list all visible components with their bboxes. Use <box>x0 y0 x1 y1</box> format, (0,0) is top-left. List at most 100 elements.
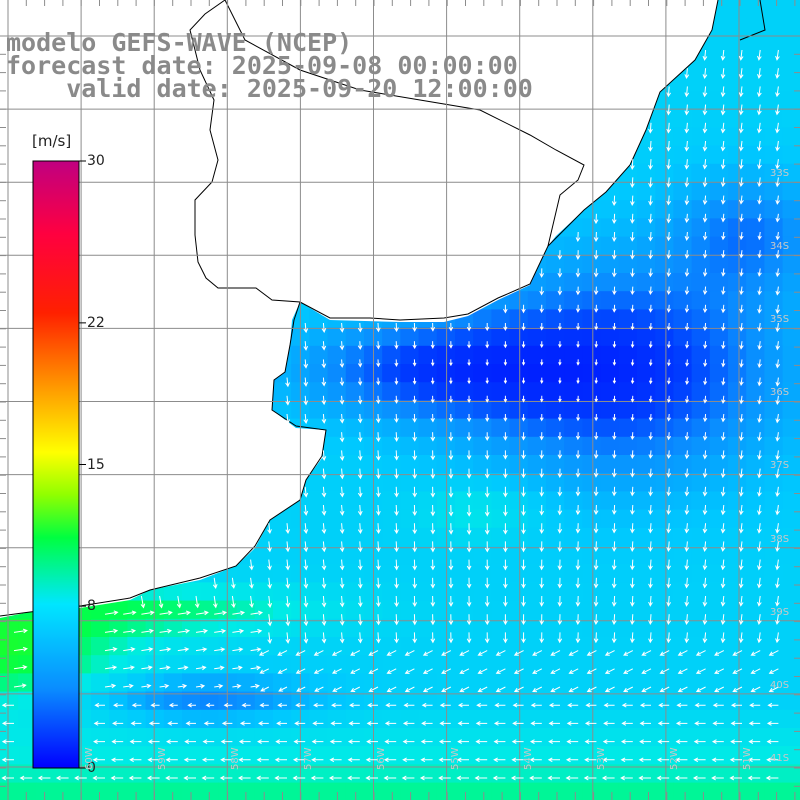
wind-arrow <box>510 775 524 781</box>
wave-cell <box>746 546 765 565</box>
wave-cell <box>618 382 638 401</box>
wave-cell <box>673 400 693 420</box>
wave-cell <box>509 418 529 438</box>
wind-arrow <box>775 504 780 516</box>
wind-arrow <box>648 413 653 422</box>
wind-arrow <box>775 432 780 442</box>
wind-arrow <box>94 702 105 708</box>
wind-arrow <box>648 468 654 478</box>
wave-cell <box>782 36 800 56</box>
wave-cell <box>728 309 747 329</box>
wave-cell <box>491 382 511 401</box>
wind-arrow <box>347 757 360 763</box>
wave-cell <box>673 709 693 729</box>
wave-cell <box>546 254 565 274</box>
wind-arrow <box>239 721 251 726</box>
wave-cell <box>728 564 747 583</box>
wind-arrow <box>702 432 708 441</box>
wave-cell <box>746 382 765 401</box>
wave-cell <box>382 691 401 711</box>
wind-arrow <box>321 504 327 516</box>
longitude-label: 57W <box>303 747 315 770</box>
wave-cell <box>746 473 765 492</box>
wave-cell <box>618 527 638 547</box>
wind-arrow <box>702 577 708 589</box>
wind-arrow <box>702 450 708 460</box>
wave-cell <box>309 709 329 729</box>
wind-arrow <box>330 721 342 726</box>
wind-arrow <box>685 359 690 367</box>
wind-arrow <box>376 614 381 626</box>
wind-arrow <box>466 595 472 607</box>
wind-arrow <box>540 377 544 384</box>
wind-arrow <box>593 559 599 571</box>
wave-cell <box>782 91 800 110</box>
wind-arrow <box>714 686 725 693</box>
wave-cell <box>491 436 511 456</box>
wind-arrow <box>177 628 191 634</box>
wind-arrow <box>285 395 290 406</box>
wind-arrow <box>195 683 206 689</box>
wave-cell <box>782 455 800 474</box>
wind-arrow <box>467 395 471 404</box>
wave-cell <box>637 218 656 238</box>
wind-arrow <box>441 668 452 674</box>
wave-cell <box>455 436 474 456</box>
wave-cell <box>746 309 765 329</box>
wind-arrow <box>666 595 672 607</box>
wind-arrow <box>347 775 360 781</box>
wave-cell <box>91 709 110 729</box>
wave-cell <box>109 637 128 656</box>
wind-arrow <box>1 757 14 763</box>
wave-cell <box>764 273 784 292</box>
wind-arrow <box>412 541 418 553</box>
wave-cell <box>637 364 656 383</box>
wind-arrow <box>738 140 744 152</box>
wind-arrow <box>237 775 251 781</box>
wave-cell <box>455 364 474 383</box>
wind-arrow <box>611 595 617 607</box>
wind-arrow <box>648 268 653 278</box>
wave-cell <box>582 600 602 620</box>
wind-arrow <box>412 377 417 385</box>
wave-cell <box>236 637 256 656</box>
wind-arrows <box>1 49 781 781</box>
wave-cell <box>782 418 800 438</box>
wind-arrow <box>674 775 688 781</box>
wind-arrow <box>503 450 508 460</box>
wave-cell <box>618 200 638 219</box>
wind-arrow <box>339 595 345 608</box>
wind-arrow <box>702 49 708 61</box>
wind-arrow <box>714 668 725 674</box>
wave-cell <box>163 782 183 800</box>
wave-cell <box>709 746 729 765</box>
wind-arrow <box>584 757 597 763</box>
wave-cell <box>600 473 620 492</box>
wave-cell <box>345 746 365 765</box>
wind-arrow <box>530 702 542 708</box>
wind-arrow <box>194 595 200 609</box>
wave-cell <box>673 200 693 219</box>
wind-arrow <box>439 721 451 726</box>
wave-cell <box>709 327 729 347</box>
wave-cell <box>546 546 565 565</box>
wave-cell <box>491 491 511 511</box>
wind-arrow <box>303 614 309 627</box>
wind-arrow <box>757 104 762 116</box>
wind-arrow <box>503 559 508 571</box>
wave-cell <box>145 618 165 638</box>
wind-arrow <box>430 559 436 571</box>
wind-arrow <box>684 286 690 296</box>
wave-cell <box>728 127 747 147</box>
wind-arrow <box>357 541 363 553</box>
wave-cell <box>527 782 547 800</box>
wind-arrow <box>13 646 28 652</box>
wind-arrow <box>775 486 780 498</box>
wave-cell <box>309 345 329 365</box>
wind-arrow <box>612 359 617 366</box>
wind-arrow <box>131 702 142 708</box>
wave-cell <box>455 382 474 401</box>
wind-arrow <box>339 341 345 351</box>
wind-arrow <box>714 650 725 656</box>
wind-arrow <box>201 775 215 781</box>
